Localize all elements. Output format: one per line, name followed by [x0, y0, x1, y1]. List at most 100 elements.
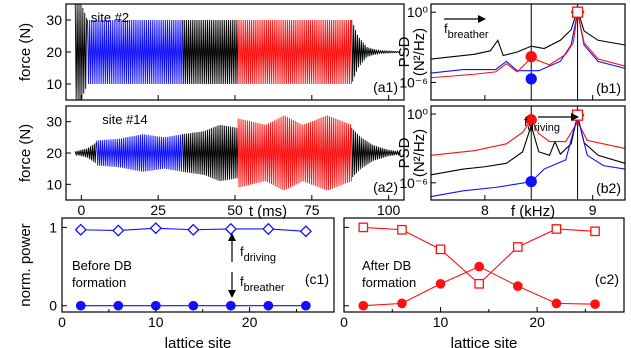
c1-breather-label-sub: breather	[244, 282, 285, 294]
c2-series-1-point-1	[397, 298, 407, 309]
c2-xtick-label-2: 20	[529, 314, 545, 330]
c1-series-1-point-1	[113, 300, 124, 311]
a1-signal-segment-0	[74, 4, 88, 100]
a2-xtick-label-0: 0	[77, 202, 85, 218]
b1-plot-frame	[430, 3, 626, 101]
c1-series-1-point-0	[75, 300, 86, 311]
a2-panel-label: (a2)	[373, 179, 398, 195]
a2-xtick-label-2: 50	[227, 202, 243, 218]
b2-ytick-label-1: 10⁻⁶	[399, 175, 428, 191]
b1-breather-annotation-main: f	[444, 21, 448, 36]
c1-series-0-point-0	[74, 223, 87, 236]
b2-spectrum-line-2	[430, 114, 626, 198]
b1-breather-annotation: fbreather	[444, 21, 489, 41]
c1-series-1-point-6	[301, 300, 311, 311]
c1-plot-frame	[61, 217, 335, 313]
b1-panel-label: (b1)	[596, 80, 621, 96]
c1-xtick-label-2: 20	[242, 314, 258, 330]
c1-xtick-label-0: 0	[58, 314, 66, 330]
b2-panel-label: (b2)	[596, 180, 621, 196]
c2-xtick-label-1: 10	[433, 314, 449, 330]
c1-breather-label-main: f	[240, 274, 244, 289]
c1-series-0-point-5	[262, 222, 275, 236]
c1-annotation-line-0: Before DB	[72, 258, 132, 273]
b1-peak-marker-0	[525, 51, 537, 63]
a1-ytick-label-1: 20	[46, 44, 62, 60]
c1-arrow-up-head	[228, 233, 236, 241]
b2-xtick-label-1: 9	[589, 202, 597, 218]
panel-a2: 10 20 30 0 25 50 75 100 t (ms) force (N) (a2) site …	[17, 105, 405, 220]
panel-c1: 0 1 norm. power 0 10 20 lattice site (c1) Before…	[17, 217, 335, 348]
c1-series-1-point-5	[263, 300, 274, 311]
c2-annotation-line-1: formation	[362, 275, 416, 290]
a2-signal-segment-3	[237, 115, 352, 191]
a2-signal-segment-2	[182, 125, 239, 182]
b1-peak-marker-1	[525, 73, 537, 85]
panel-c2: 0 10 20 lattice site (c2) After DB formation	[340, 217, 625, 348]
b2-ylabel: PSD	[396, 137, 413, 168]
a1-panel-label: (a1)	[373, 79, 398, 95]
c2-series-1-point-2	[435, 278, 446, 289]
a1-signal-segment-2	[182, 19, 239, 85]
c1-driving-label: fdriving	[240, 244, 276, 264]
c2-series-1-point-0	[358, 300, 369, 311]
b1-ylabel: PSD	[396, 36, 413, 67]
a2-xlabel: t (ms)	[249, 203, 287, 220]
c2-series-0-point-6	[590, 226, 600, 237]
b2-xtick-label-0: 8	[481, 202, 489, 218]
c2-series-1-point-6	[590, 299, 600, 310]
b2-ytick-label-0: 10⁰	[407, 106, 429, 122]
a2-ytick-label-0: 10	[46, 176, 62, 192]
a2-signal-segment-0	[74, 142, 97, 163]
c1-series-0-point-3	[187, 223, 200, 236]
c2-series-0-point-5	[551, 224, 562, 234]
a2-xtick-label-3: 75	[304, 202, 320, 218]
b1-spectrum-line-2	[430, 12, 626, 79]
a2-xtick-label-1: 25	[150, 202, 166, 218]
a2-ytick-label-2: 30	[46, 114, 62, 130]
b2-driving-annotation: fdriving	[524, 114, 560, 134]
c1-series-1-point-4	[225, 300, 236, 311]
panel-b2: 10⁰ 10⁻⁶ 8 9 f (kHz) PSD(N²/Hz) (b2) fdriving	[396, 105, 626, 220]
c1-series-0-point-1	[112, 224, 125, 237]
b1-spectrum-line-1	[430, 12, 626, 74]
a1-site-annotation: site #2	[91, 10, 129, 25]
panel-a1: 10 20 30 force (N) (a1) site #2	[17, 3, 405, 101]
a1-ytick-label-0: 10	[46, 76, 62, 92]
b1-ytick-label-1: 10⁻⁶	[399, 74, 428, 90]
c1-xtick-label-1: 10	[148, 314, 164, 330]
b2-annotation-arrow-head	[571, 113, 579, 121]
c1-annotation-line-1: formation	[72, 275, 126, 290]
c1-breather-label: fbreather	[240, 274, 285, 294]
a1-ylabel: force (N)	[17, 23, 34, 81]
b1-ytick-label-0: 10⁰	[407, 4, 429, 20]
c2-series-0-point-1	[397, 224, 407, 235]
c2-series-0-point-3	[474, 278, 485, 289]
b2-driving-annotation-sub: driving	[528, 122, 560, 134]
c1-series-0-point-2	[149, 222, 162, 235]
a2-ytick-label-1: 20	[46, 145, 62, 161]
a2-ylabel: force (N)	[17, 124, 34, 182]
panel-b1: 10⁰ 10⁻⁶ PSD(N²/Hz) (b1) fbreather	[396, 3, 626, 101]
b1-spectrum-line-0	[430, 8, 626, 60]
c1-xlabel: lattice site	[165, 335, 232, 348]
c1-series-1-point-3	[188, 300, 199, 311]
a2-site-annotation: site #14	[102, 112, 148, 127]
c2-plot-frame	[343, 217, 625, 313]
c2-series-1-point-5	[551, 298, 562, 309]
c1-series-0-point-4	[224, 222, 237, 236]
c2-series-0-point-2	[435, 244, 446, 255]
b2-ylabel-units: (N²/Hz)	[411, 129, 428, 177]
c2-xtick-label-0: 0	[340, 314, 348, 330]
c1-series-0-point-6	[299, 225, 312, 238]
c1-ytick-label-1: 1	[49, 219, 57, 235]
a2-xtick-label-4: 100	[377, 202, 401, 218]
c1-arrow-down-head	[228, 290, 236, 298]
a1-plot-area	[74, 4, 401, 100]
c2-panel-label: (c2)	[595, 271, 619, 287]
b2-xlabel: f (kHz)	[511, 203, 555, 220]
b2-peak-marker-0	[525, 114, 537, 126]
b2-peak-marker-1	[525, 176, 537, 188]
a2-signal-segment-1	[96, 134, 183, 172]
